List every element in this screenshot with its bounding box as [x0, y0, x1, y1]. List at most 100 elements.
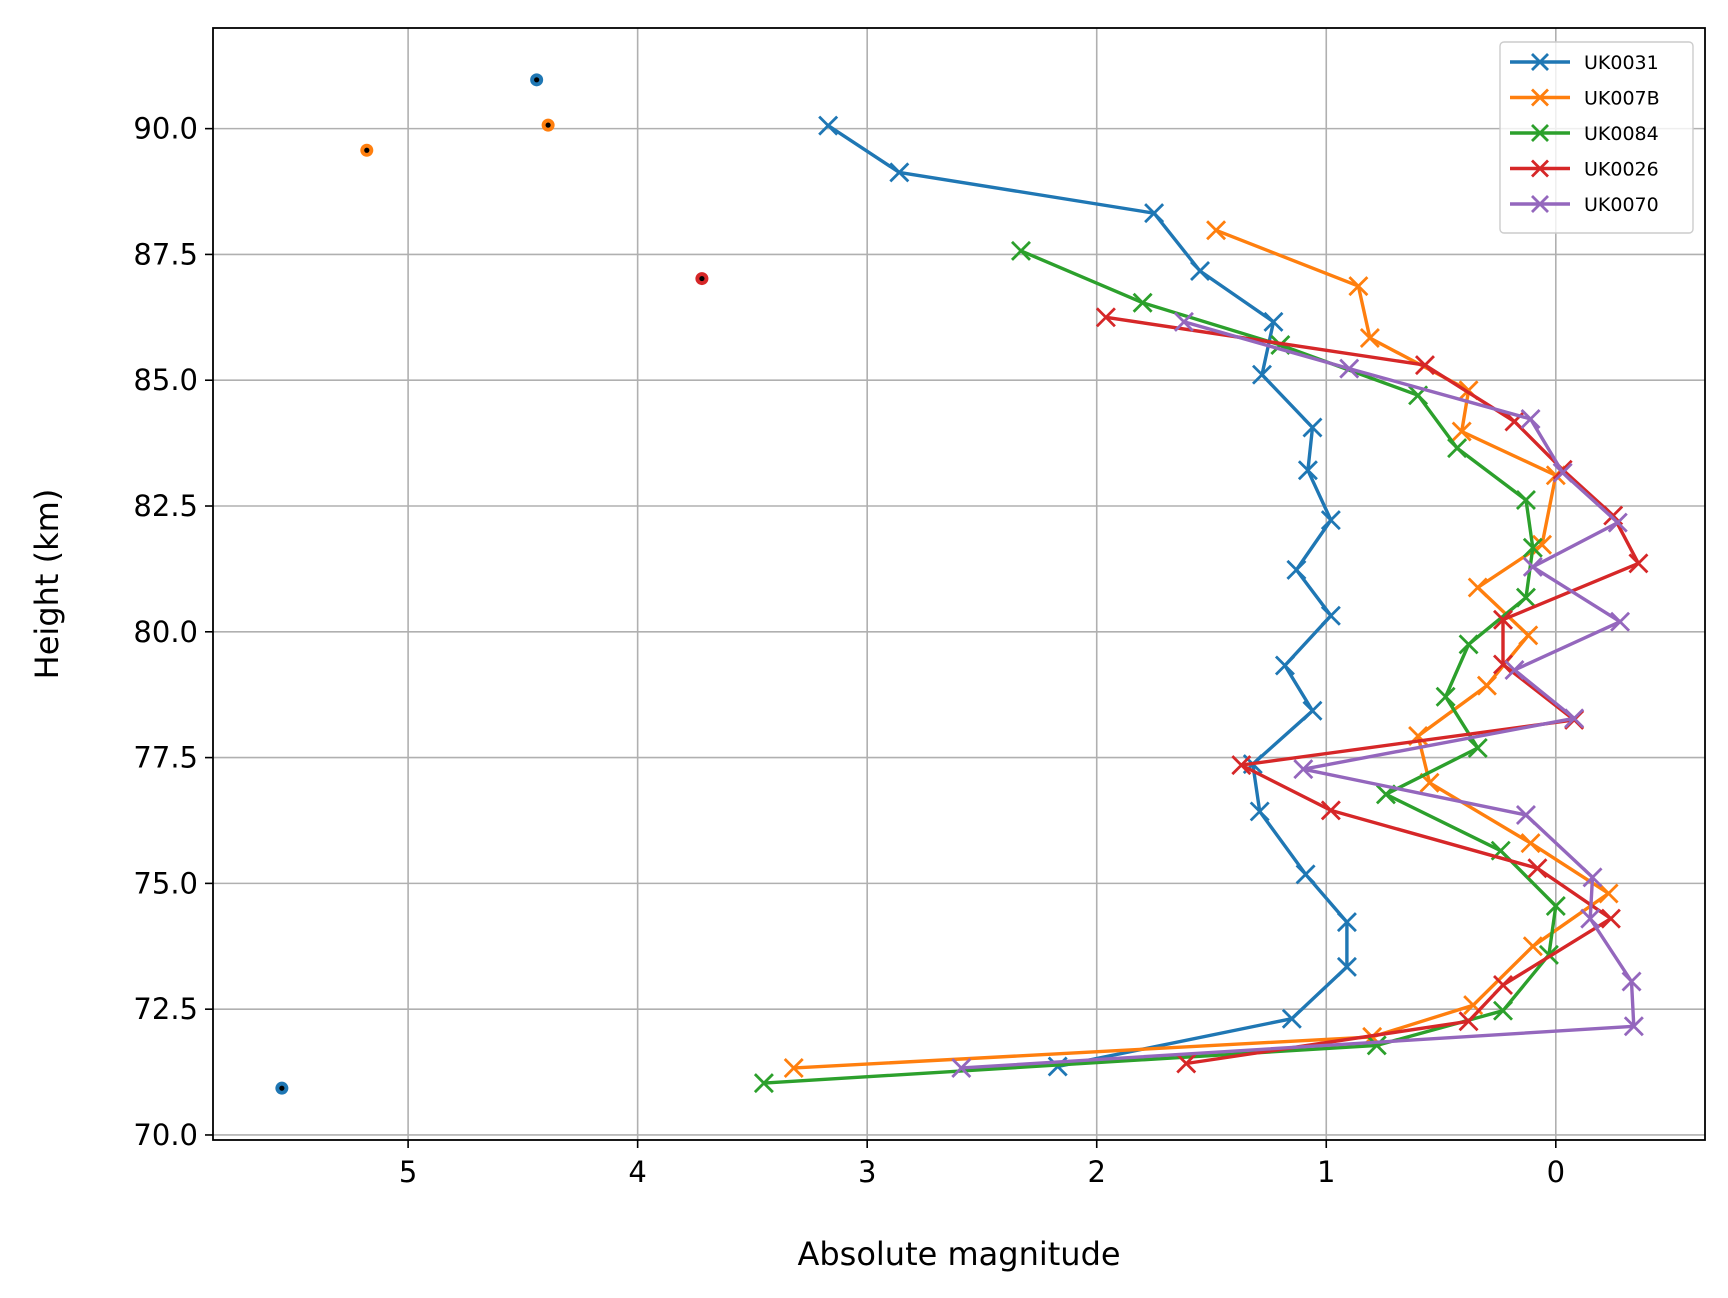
- y-tick-label: 85.0: [133, 363, 198, 397]
- series-line: [1103, 315, 1641, 1066]
- legend-entry-uk0084: UK0084: [1510, 123, 1659, 145]
- data-point: [1295, 864, 1316, 885]
- data-point: [1293, 759, 1314, 780]
- data-point: [1010, 240, 1031, 261]
- data-point: [1598, 883, 1619, 904]
- data-point: [1476, 675, 1497, 696]
- data-point: [1336, 912, 1357, 933]
- data-point: [1320, 510, 1341, 531]
- data-point: [1493, 975, 1513, 996]
- data-point: [1520, 408, 1541, 429]
- data-point: [1173, 311, 1194, 332]
- series-line: [762, 248, 1558, 1085]
- data-point: [1504, 660, 1525, 681]
- series-uk0031: [818, 115, 1357, 1077]
- legend-label: UK0031: [1584, 52, 1659, 74]
- data-point: [1522, 537, 1543, 558]
- isolated-points: [275, 73, 709, 1095]
- y-tick-label: 75.0: [133, 866, 198, 900]
- series-line: [791, 228, 1611, 1070]
- series-line: [959, 319, 1636, 1070]
- data-point: [1095, 307, 1116, 328]
- data-point: [1515, 489, 1536, 510]
- data-point: [1320, 605, 1341, 626]
- data-point: [1320, 800, 1341, 821]
- data-point: [1621, 971, 1642, 992]
- legend-label: UK0070: [1584, 194, 1659, 216]
- data-point: [1515, 587, 1536, 608]
- data-point: [1176, 1053, 1197, 1074]
- isolated-point-center: [699, 275, 705, 282]
- data-point: [818, 115, 839, 136]
- x-tick-label: 3: [858, 1155, 876, 1189]
- data-point: [1458, 634, 1479, 655]
- y-tick-label: 87.5: [133, 237, 198, 271]
- data-point: [951, 1058, 972, 1079]
- data-point: [1515, 804, 1536, 825]
- x-tick-label: 5: [399, 1155, 417, 1189]
- data-point: [1297, 460, 1318, 481]
- data-point: [1522, 556, 1543, 577]
- data-point: [1493, 609, 1513, 630]
- series-line: [825, 123, 1349, 1069]
- isolated-point-center: [534, 77, 540, 83]
- data-point: [1348, 276, 1369, 297]
- x-tick-label: 4: [628, 1155, 646, 1189]
- legend-entry-uk0031: UK0031: [1510, 52, 1659, 74]
- y-axis-label: Height (km): [28, 489, 66, 680]
- data-point: [1144, 203, 1165, 224]
- y-axis-ticks: 70.0 72.5 75.0 77.5 80.0 82.5 85.0 87.5 90.0: [133, 112, 213, 1152]
- data-point: [1607, 512, 1628, 533]
- data-point: [1435, 686, 1456, 707]
- data-point: [1582, 867, 1603, 888]
- data-point: [1610, 611, 1631, 632]
- series-uk007b: [783, 220, 1619, 1079]
- data-point: [1231, 755, 1252, 776]
- legend-marker: [1531, 88, 1549, 107]
- data-point: [1580, 908, 1601, 929]
- data-point: [1623, 1016, 1644, 1037]
- legend-entry-uk007b: UK007B: [1510, 88, 1660, 110]
- data-point: [1336, 956, 1357, 977]
- data-point: [1366, 1035, 1387, 1056]
- data-point: [1527, 858, 1548, 879]
- series-uk0084: [753, 240, 1566, 1094]
- isolated-point-center: [279, 1085, 285, 1091]
- series-layer: [753, 115, 1649, 1094]
- data-point: [1467, 577, 1488, 598]
- y-tick-label: 82.5: [133, 489, 198, 523]
- isolated-point-center: [545, 122, 551, 128]
- legend-marker: [1531, 124, 1549, 142]
- x-tick-label: 2: [1087, 1155, 1105, 1189]
- series-uk0026: [1095, 307, 1649, 1074]
- data-point: [783, 1058, 804, 1079]
- legend: UK0031 UK007B UK0084 UK0026 UK0070: [1499, 41, 1694, 234]
- data-point: [1206, 220, 1227, 241]
- data-point: [1447, 438, 1468, 459]
- data-point: [753, 1073, 774, 1094]
- x-tick-label: 1: [1317, 1155, 1335, 1189]
- y-tick-label: 77.5: [133, 741, 198, 775]
- y-tick-label: 80.0: [133, 615, 198, 649]
- data-point: [1552, 462, 1573, 483]
- x-axis-ticks: 5 4 3 2 1 0: [399, 1140, 1565, 1189]
- legend-label: UK007B: [1584, 88, 1660, 110]
- data-point: [1522, 936, 1543, 957]
- data-point: [1252, 364, 1272, 385]
- data-point: [1339, 358, 1360, 379]
- data-point: [1249, 801, 1270, 822]
- x-axis-label: Absolute magnitude: [797, 1235, 1120, 1273]
- data-point: [1458, 1011, 1479, 1032]
- isolated-point-center: [364, 147, 370, 153]
- x-tick-label: 0: [1547, 1155, 1565, 1189]
- data-point: [1263, 311, 1284, 332]
- data-point: [1132, 292, 1153, 313]
- data-point: [1518, 625, 1539, 646]
- series-uk0070: [951, 311, 1644, 1079]
- y-tick-label: 72.5: [133, 992, 198, 1026]
- data-point: [1286, 559, 1307, 580]
- legend-label: UK0026: [1584, 159, 1659, 181]
- data-point: [1281, 1008, 1302, 1029]
- data-point: [1628, 553, 1649, 574]
